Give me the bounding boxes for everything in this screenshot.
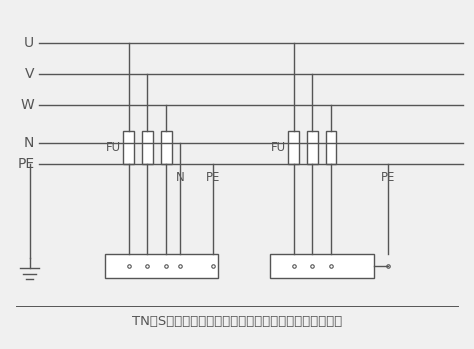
Text: TN－S系统－－－整个系统的中性线与保护线是分开的。: TN－S系统－－－整个系统的中性线与保护线是分开的。 (132, 315, 342, 328)
Bar (288, 131, 299, 164)
Bar (161, 131, 172, 164)
Bar (307, 131, 318, 164)
Text: FU: FU (271, 141, 286, 154)
Text: N: N (24, 136, 35, 150)
Bar (326, 131, 337, 164)
Bar (270, 254, 374, 279)
Bar (105, 254, 218, 279)
Text: W: W (21, 98, 35, 112)
Text: U: U (24, 36, 35, 50)
Text: PE: PE (17, 157, 35, 171)
Bar (142, 131, 153, 164)
Text: V: V (25, 67, 35, 81)
Bar (123, 131, 134, 164)
Text: FU: FU (106, 141, 121, 154)
Text: PE: PE (206, 171, 220, 184)
Text: PE: PE (381, 171, 395, 184)
Text: N: N (176, 171, 185, 184)
